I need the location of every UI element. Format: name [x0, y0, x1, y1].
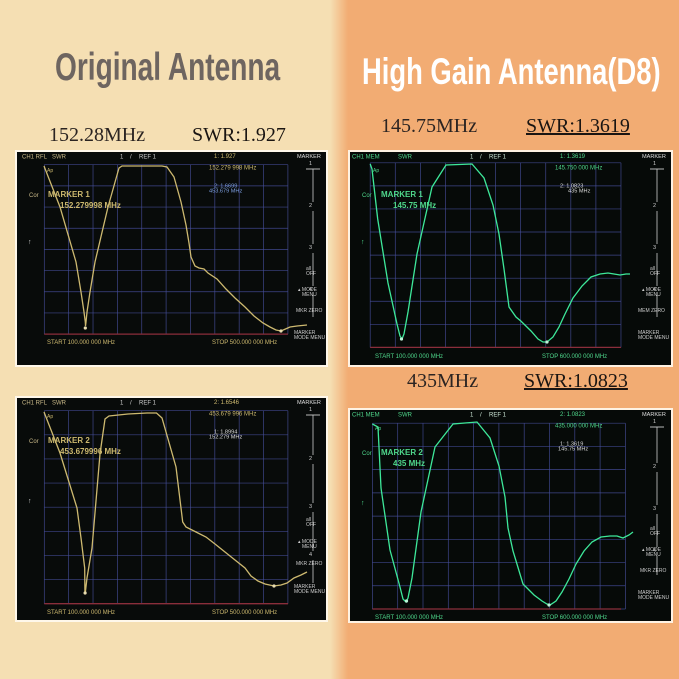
svg-text:453.679 996 MHz: 453.679 996 MHz — [209, 411, 256, 417]
svg-text:MODE MENU: MODE MENU — [638, 335, 670, 341]
svg-text:MARKER: MARKER — [297, 400, 321, 406]
svg-text:145.75 MHz: 145.75 MHz — [393, 201, 436, 210]
svg-text:REF 1: REF 1 — [139, 155, 157, 161]
svg-text:Ap: Ap — [375, 426, 381, 432]
svg-text:OFF: OFF — [306, 522, 316, 528]
svg-text:CH1 RFL: CH1 RFL — [22, 401, 48, 407]
svg-text:MENU: MENU — [302, 544, 317, 550]
svg-text:152.279998 MHz: 152.279998 MHz — [60, 201, 121, 210]
svg-text:REF 1: REF 1 — [489, 155, 507, 161]
svg-text:CH1 MEM: CH1 MEM — [352, 155, 380, 161]
svg-text:3: 3 — [653, 245, 656, 251]
svg-text:STOP 500.000 000 MHz: STOP 500.000 000 MHz — [212, 340, 277, 346]
svg-text:START 100.000 000 MHz: START 100.000 000 MHz — [47, 610, 115, 616]
svg-text:1: 1 — [309, 161, 312, 167]
svg-text:2: 2 — [653, 464, 656, 470]
svg-text:152.279 MHz: 152.279 MHz — [209, 435, 242, 441]
svg-text:Cor: Cor — [29, 439, 39, 445]
svg-text:MENU: MENU — [646, 292, 661, 298]
svg-text:MARKER 1: MARKER 1 — [48, 190, 90, 199]
svg-text:↑: ↑ — [28, 498, 32, 505]
svg-text:1: 1 — [653, 419, 656, 425]
svg-text:START 100.000 000 MHz: START 100.000 000 MHz — [375, 615, 443, 621]
svg-text:Cor: Cor — [362, 193, 372, 199]
svg-text:STOP 500.000 000 MHz: STOP 500.000 000 MHz — [212, 610, 277, 616]
svg-text:453.679 MHz: 453.679 MHz — [209, 189, 242, 195]
svg-text:CH1 RFL: CH1 RFL — [22, 155, 48, 161]
svg-text:MEM ZERO: MEM ZERO — [638, 308, 665, 314]
svg-text:CH1 MEM: CH1 MEM — [352, 413, 380, 419]
svg-text:SWR: SWR — [398, 155, 413, 161]
svg-text:↑: ↑ — [361, 239, 365, 246]
svg-text:4: 4 — [309, 552, 312, 558]
svg-text:STOP 600.000 000 MHz: STOP 600.000 000 MHz — [542, 354, 607, 360]
svg-text:Cor: Cor — [362, 451, 372, 457]
svg-text:OFF: OFF — [650, 271, 660, 277]
svg-text:MKR ZERO: MKR ZERO — [296, 308, 323, 314]
svg-text:MODE MENU: MODE MENU — [294, 589, 326, 595]
svg-text:MARKER 2: MARKER 2 — [48, 436, 90, 445]
svg-text:Cor: Cor — [29, 193, 39, 199]
svg-text:1: 1.927: 1: 1.927 — [214, 154, 236, 160]
svg-text:MARKER: MARKER — [642, 412, 666, 418]
svg-text:MENU: MENU — [302, 292, 317, 298]
svg-text:REF 1: REF 1 — [489, 413, 507, 419]
svg-text:STOP 600.000 000 MHz: STOP 600.000 000 MHz — [542, 615, 607, 621]
svg-text:MARKER: MARKER — [297, 154, 321, 160]
svg-text:1: 1.3619: 1: 1.3619 — [560, 154, 586, 160]
svg-text:MKR ZERO: MKR ZERO — [640, 568, 667, 574]
svg-text:START 100.000 000 MHz: START 100.000 000 MHz — [47, 340, 115, 346]
svg-text:MARKER: MARKER — [642, 154, 666, 160]
svg-text:3: 3 — [653, 506, 656, 512]
svg-text:3: 3 — [309, 504, 312, 510]
svg-text:MODE MENU: MODE MENU — [638, 595, 670, 601]
svg-text:2: 2 — [309, 456, 312, 462]
svg-text:2: 1.6546: 2: 1.6546 — [214, 400, 240, 406]
svg-text:START 100.000 000 MHz: START 100.000 000 MHz — [375, 354, 443, 360]
svg-text:REF 1: REF 1 — [139, 401, 157, 407]
svg-text:1: 1 — [653, 161, 656, 167]
svg-text:SWR: SWR — [52, 401, 67, 407]
svg-text:435.000 000 MHz: 435.000 000 MHz — [555, 423, 602, 429]
svg-text:SWR: SWR — [52, 155, 67, 161]
svg-text:MARKER 1: MARKER 1 — [381, 190, 423, 199]
svg-text:Ap: Ap — [47, 168, 53, 174]
svg-text:Ap: Ap — [47, 414, 53, 420]
svg-text:2: 2 — [309, 203, 312, 209]
svg-text:435 MHz: 435 MHz — [393, 459, 425, 468]
svg-text:3: 3 — [309, 245, 312, 251]
svg-text:1: 1 — [309, 407, 312, 413]
svg-text:OFF: OFF — [306, 271, 316, 277]
svg-text:145.750 000 MHz: 145.750 000 MHz — [555, 165, 602, 171]
svg-text:152.279 998 MHz: 152.279 998 MHz — [209, 165, 256, 171]
svg-text:453.679996 MHz: 453.679996 MHz — [60, 447, 121, 456]
svg-text:OFF: OFF — [650, 531, 660, 537]
svg-text:145.75 MHz: 145.75 MHz — [558, 447, 588, 453]
svg-text:↑: ↑ — [361, 500, 365, 507]
svg-text:MKR ZERO: MKR ZERO — [296, 561, 323, 567]
svg-text:MENU: MENU — [646, 552, 661, 558]
svg-text:MARKER 2: MARKER 2 — [381, 448, 423, 457]
svg-text:2: 1.0823: 2: 1.0823 — [560, 412, 586, 418]
svg-text:SWR: SWR — [398, 413, 413, 419]
svg-text:MODE MENU: MODE MENU — [294, 335, 326, 341]
svg-text:↑: ↑ — [28, 239, 32, 246]
svg-text:2: 2 — [653, 203, 656, 209]
svg-text:Ap: Ap — [373, 168, 379, 174]
svg-text:435 MHz: 435 MHz — [568, 189, 591, 195]
